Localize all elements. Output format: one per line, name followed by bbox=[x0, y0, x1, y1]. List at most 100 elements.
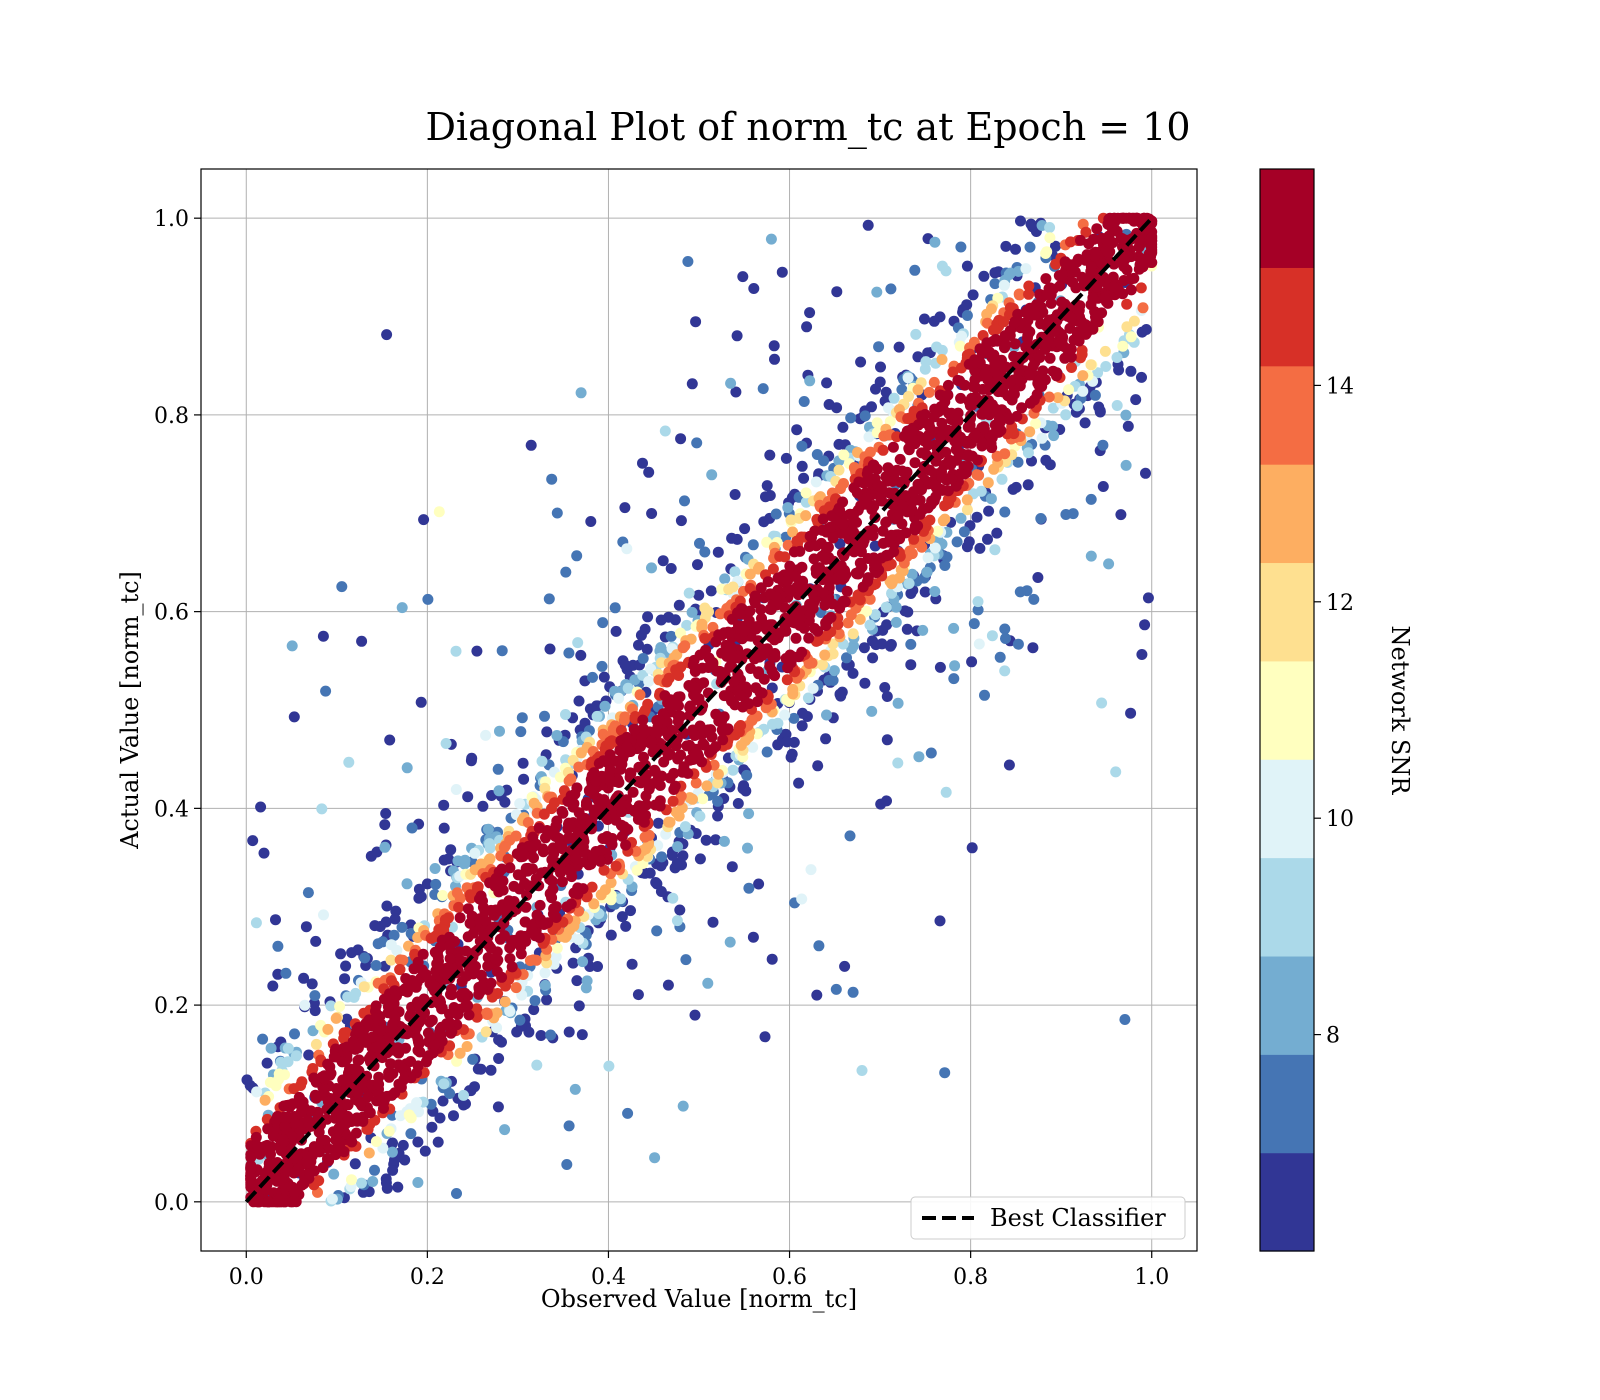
scatter-point bbox=[571, 853, 583, 865]
scatter-point bbox=[529, 995, 541, 1007]
scatter-point bbox=[1100, 361, 1112, 372]
scatter-point bbox=[972, 604, 984, 616]
scatter-point bbox=[468, 927, 479, 939]
scatter-point bbox=[669, 780, 681, 792]
scatter-point bbox=[830, 983, 842, 995]
scatter-point bbox=[1024, 397, 1036, 409]
scatter-point bbox=[454, 912, 466, 924]
scatter-point bbox=[890, 616, 902, 628]
scatter-point bbox=[684, 710, 696, 722]
scatter-point bbox=[1052, 392, 1064, 404]
scatter-point bbox=[277, 1134, 289, 1146]
scatter-point bbox=[852, 568, 864, 580]
scatter-point bbox=[724, 661, 736, 673]
scatter-point bbox=[886, 475, 898, 487]
scatter-point bbox=[546, 473, 558, 485]
scatter-point bbox=[1054, 337, 1066, 349]
scatter-point bbox=[847, 667, 859, 679]
scatter-point bbox=[435, 1029, 447, 1040]
x-tick-label: 0.0 bbox=[229, 1265, 264, 1290]
scatter-point bbox=[1059, 352, 1071, 364]
scatter-point bbox=[1128, 272, 1140, 284]
scatter-point bbox=[1121, 298, 1133, 310]
scatter-point bbox=[538, 919, 550, 930]
scatter-point bbox=[421, 878, 433, 890]
scatter-point bbox=[1071, 400, 1083, 412]
scatter-point bbox=[788, 736, 800, 748]
scatter-point bbox=[411, 1097, 423, 1109]
scatter-point bbox=[810, 476, 822, 488]
scatter-point bbox=[1009, 317, 1020, 329]
scatter-point bbox=[812, 625, 824, 637]
scatter-point bbox=[492, 763, 504, 775]
scatter-point bbox=[379, 1093, 391, 1104]
scatter-point bbox=[661, 676, 673, 688]
scatter-point bbox=[822, 541, 834, 553]
scatter-point bbox=[560, 709, 571, 720]
scatter-point bbox=[1136, 255, 1148, 267]
scatter-point bbox=[572, 637, 584, 649]
scatter-point bbox=[301, 1156, 313, 1168]
scatter-point bbox=[851, 487, 863, 499]
scatter-point bbox=[506, 961, 518, 973]
scatter-point bbox=[476, 980, 488, 992]
scatter-point bbox=[738, 780, 750, 792]
scatter-point bbox=[1006, 394, 1018, 406]
scatter-point bbox=[605, 877, 617, 889]
scatter-point bbox=[880, 601, 892, 613]
scatter-point bbox=[1048, 430, 1060, 442]
scatter-point bbox=[919, 432, 931, 444]
scatter-point bbox=[1024, 426, 1036, 438]
scatter-point bbox=[1040, 248, 1052, 259]
scatter-point bbox=[983, 505, 995, 517]
scatter-point bbox=[993, 413, 1005, 425]
scatter-point bbox=[783, 653, 794, 665]
scatter-point bbox=[806, 531, 817, 543]
scatter-point bbox=[705, 585, 717, 597]
scatter-point bbox=[982, 477, 994, 489]
scatter-point bbox=[326, 1193, 338, 1205]
scatter-point bbox=[1091, 223, 1103, 235]
scatter-point bbox=[484, 842, 496, 854]
scatter-point bbox=[622, 682, 634, 694]
scatter-point bbox=[437, 1095, 449, 1107]
scatter-point bbox=[1125, 707, 1137, 719]
scatter-point bbox=[433, 506, 445, 518]
colorbar-segment bbox=[1260, 660, 1314, 760]
scatter-point bbox=[786, 748, 798, 760]
scatter-point bbox=[605, 929, 617, 941]
scatter-point bbox=[340, 960, 352, 972]
scatter-point bbox=[847, 986, 859, 998]
scatter-point bbox=[989, 403, 1001, 415]
scatter-point bbox=[496, 876, 508, 888]
scatter-point bbox=[658, 756, 670, 768]
scatter-point bbox=[898, 475, 910, 487]
scatter-point bbox=[684, 792, 696, 804]
scatter-point bbox=[586, 881, 598, 893]
scatter-point bbox=[835, 483, 846, 495]
scatter-point bbox=[749, 653, 761, 665]
scatter-point bbox=[362, 1017, 374, 1028]
scatter-point bbox=[982, 533, 993, 545]
scatter-point bbox=[1111, 400, 1123, 411]
scatter-point bbox=[493, 1053, 505, 1064]
scatter-point bbox=[669, 614, 681, 626]
scatter-point bbox=[991, 450, 1003, 462]
scatter-point bbox=[946, 407, 957, 419]
scatter-point bbox=[1066, 362, 1077, 373]
scatter-point bbox=[288, 711, 300, 723]
scatter-point bbox=[385, 954, 397, 966]
scatter-point bbox=[820, 617, 832, 629]
scatter-point bbox=[671, 915, 683, 927]
scatter-point bbox=[866, 705, 878, 717]
scatter-point bbox=[790, 632, 802, 644]
scatter-point bbox=[989, 278, 1001, 290]
scatter-point bbox=[779, 709, 791, 721]
scatter-point bbox=[1040, 454, 1052, 466]
scatter-point bbox=[922, 552, 934, 564]
scatter-point bbox=[563, 647, 575, 659]
scatter-point bbox=[881, 691, 893, 702]
scatter-point bbox=[675, 790, 687, 802]
colorbar-tick-label: 12 bbox=[1326, 591, 1354, 616]
scatter-point bbox=[1077, 322, 1089, 334]
